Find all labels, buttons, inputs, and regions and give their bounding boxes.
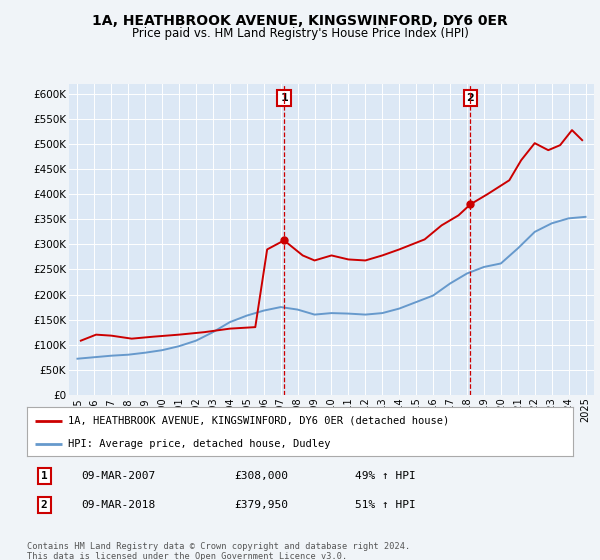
Text: 09-MAR-2007: 09-MAR-2007: [82, 470, 156, 480]
Text: £379,950: £379,950: [235, 500, 289, 510]
Text: HPI: Average price, detached house, Dudley: HPI: Average price, detached house, Dudl…: [68, 439, 331, 449]
Text: 09-MAR-2018: 09-MAR-2018: [82, 500, 156, 510]
Text: Price paid vs. HM Land Registry's House Price Index (HPI): Price paid vs. HM Land Registry's House …: [131, 27, 469, 40]
Text: 49% ↑ HPI: 49% ↑ HPI: [355, 470, 415, 480]
Text: £308,000: £308,000: [235, 470, 289, 480]
Text: Contains HM Land Registry data © Crown copyright and database right 2024.
This d: Contains HM Land Registry data © Crown c…: [27, 542, 410, 560]
Text: 1A, HEATHBROOK AVENUE, KINGSWINFORD, DY6 0ER (detached house): 1A, HEATHBROOK AVENUE, KINGSWINFORD, DY6…: [68, 416, 449, 426]
Text: 1: 1: [280, 93, 288, 103]
Text: 2: 2: [466, 93, 474, 103]
Text: 51% ↑ HPI: 51% ↑ HPI: [355, 500, 415, 510]
Text: 2: 2: [41, 500, 47, 510]
Text: 1A, HEATHBROOK AVENUE, KINGSWINFORD, DY6 0ER: 1A, HEATHBROOK AVENUE, KINGSWINFORD, DY6…: [92, 14, 508, 28]
Text: 1: 1: [41, 470, 47, 480]
